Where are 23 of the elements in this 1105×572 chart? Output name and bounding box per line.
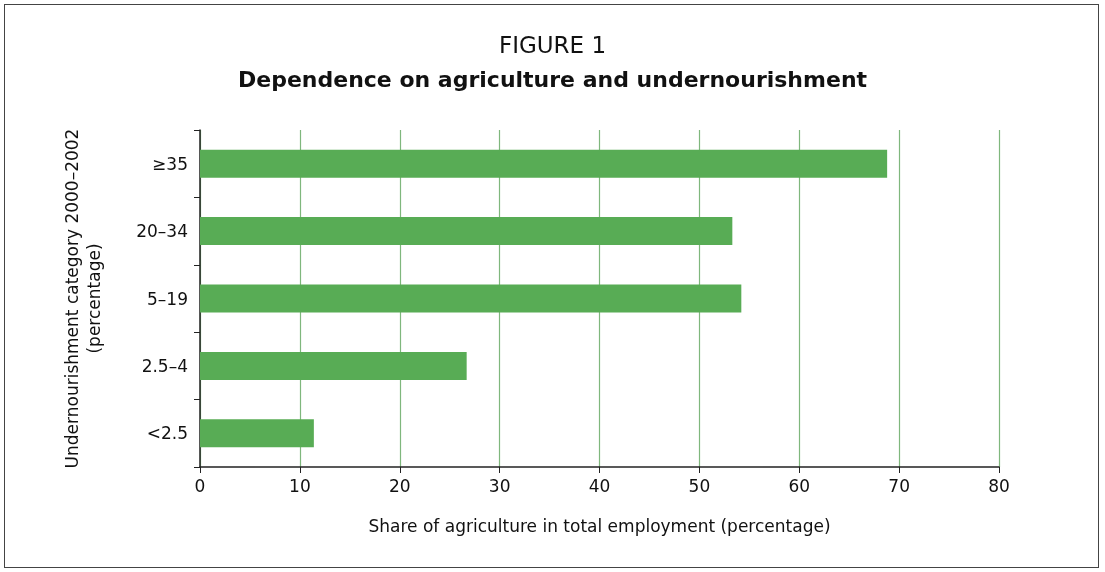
bar [200,419,314,448]
x-tick-label: 0 [194,475,206,496]
y-axis-title: Undernourishment category 2000–2002 (percentage) [62,128,104,469]
y-tick-label: 20–34 [136,221,188,242]
x-axis-title: Share of agriculture in total employment (percentage) [368,515,831,536]
y-tick-label: <2.5 [146,423,188,444]
bar [200,284,742,313]
x-tick-label: 80 [988,475,1010,496]
x-tick-label: 70 [888,475,910,496]
x-tick-label: 10 [289,475,311,496]
bar [200,149,888,178]
x-tick-label: 30 [488,475,511,496]
x-tick-label: 60 [788,475,811,496]
chart-subtitle: Dependence on agriculture and undernourishment [237,66,868,92]
y-tick-label: 2.5–4 [141,355,188,376]
chart-title: FIGURE 1 [498,31,607,58]
bar [200,351,467,380]
x-tick-label: 40 [588,475,611,496]
bar [200,217,733,246]
x-tick-label: 20 [388,475,411,496]
y-tick-label: 5–19 [147,288,188,309]
x-tick-label: 50 [688,475,711,496]
y-tick-label: ≥35 [152,153,188,174]
